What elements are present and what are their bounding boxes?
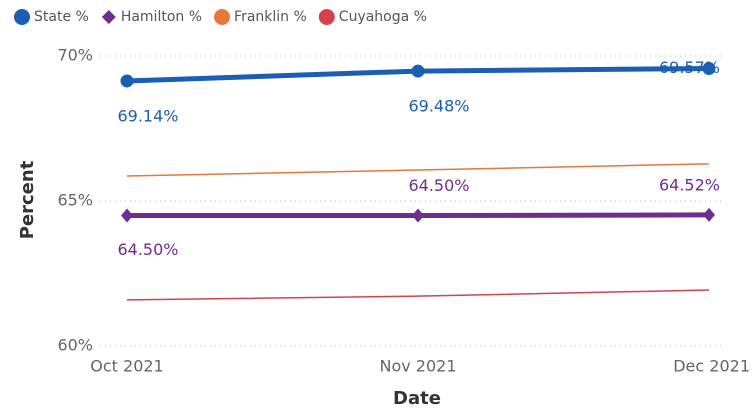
legend-label: Franklin % — [234, 9, 307, 25]
point-marker — [412, 208, 424, 223]
legend-marker — [14, 9, 30, 25]
x-tick-label: Dec 2021 — [673, 357, 750, 376]
series-line — [126, 163, 710, 177]
y-tick-label: 70% — [57, 46, 93, 65]
legend-marker — [214, 9, 231, 25]
point-marker — [411, 64, 425, 78]
legend-label: State % — [34, 9, 89, 25]
point-marker — [120, 74, 134, 88]
y-tick-label: 65% — [57, 191, 93, 210]
data-label: 69.57% — [659, 58, 720, 77]
y-tick-label: 60% — [57, 336, 93, 355]
data-label: 64.50% — [117, 240, 178, 259]
legend-marker — [318, 9, 335, 25]
point-marker — [703, 207, 715, 222]
legend-label: Cuyahoga % — [339, 9, 427, 25]
data-label: 64.50% — [408, 176, 469, 195]
data-label: 69.48% — [408, 97, 469, 116]
point-marker — [702, 61, 716, 75]
data-label: 64.52% — [659, 175, 720, 194]
legend-label: Hamilton % — [121, 9, 202, 25]
x-axis-title: Date — [393, 388, 441, 409]
series-line — [126, 289, 710, 301]
x-tick-label: Oct 2021 — [90, 357, 163, 376]
y-axis-title: Percent — [17, 160, 38, 239]
x-tick-label: Nov 2021 — [379, 357, 456, 376]
point-marker — [121, 208, 133, 223]
data-label: 69.14% — [117, 106, 178, 125]
legend-marker — [101, 10, 116, 24]
